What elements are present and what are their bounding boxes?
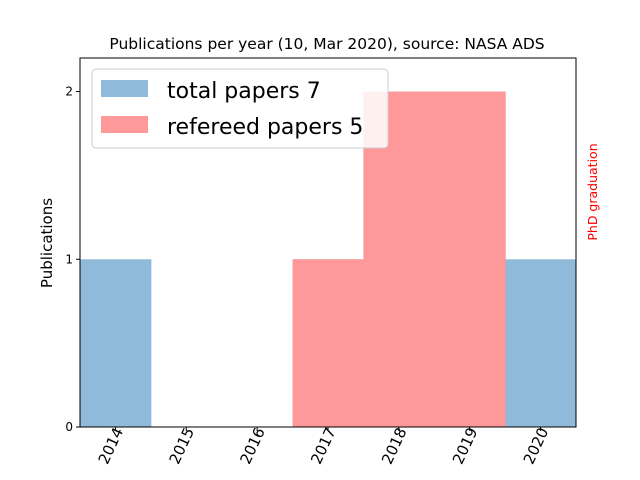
y-axis-label: Publications (38, 198, 56, 288)
x-tick-label-2020: 2020 (520, 425, 552, 467)
legend-box (91, 68, 389, 149)
x-tick-label-2015: 2015 (166, 425, 198, 467)
legend: total papers 7 refereed papers 5 (91, 68, 389, 149)
y-tick-label-1: 1 (65, 252, 73, 266)
bar-series2-2017 (292, 259, 364, 427)
bar-series1-2020 (505, 259, 577, 427)
x-axis-ticks: 2014 2015 2016 2017 2018 2019 2020 (95, 425, 553, 467)
y-axis-ticks: 0 1 2 (65, 85, 80, 434)
legend-label-1: total papers 7 (167, 79, 321, 104)
bars-layer (80, 91, 577, 427)
x-tick-label-2019: 2019 (449, 425, 481, 467)
phd-graduation-annotation: PhD graduation (585, 143, 600, 240)
y-tick-label-0: 0 (65, 420, 73, 434)
legend-swatch-2 (101, 116, 148, 133)
bar-series2-2019 (434, 91, 506, 427)
plot-frame (79, 57, 577, 428)
x-tick-label-2017: 2017 (307, 425, 339, 467)
legend-swatch-1 (101, 80, 148, 97)
legend-label-2: refereed papers 5 (167, 115, 363, 140)
bar-series1-2014 (80, 259, 152, 427)
x-tick-label-2018: 2018 (378, 425, 410, 467)
x-tick-label-2014: 2014 (95, 425, 127, 467)
chart-title: Publications per year (10, Mar 2020), so… (109, 35, 544, 53)
x-tick-label-2016: 2016 (236, 425, 268, 467)
y-tick-label-2: 2 (65, 85, 73, 99)
